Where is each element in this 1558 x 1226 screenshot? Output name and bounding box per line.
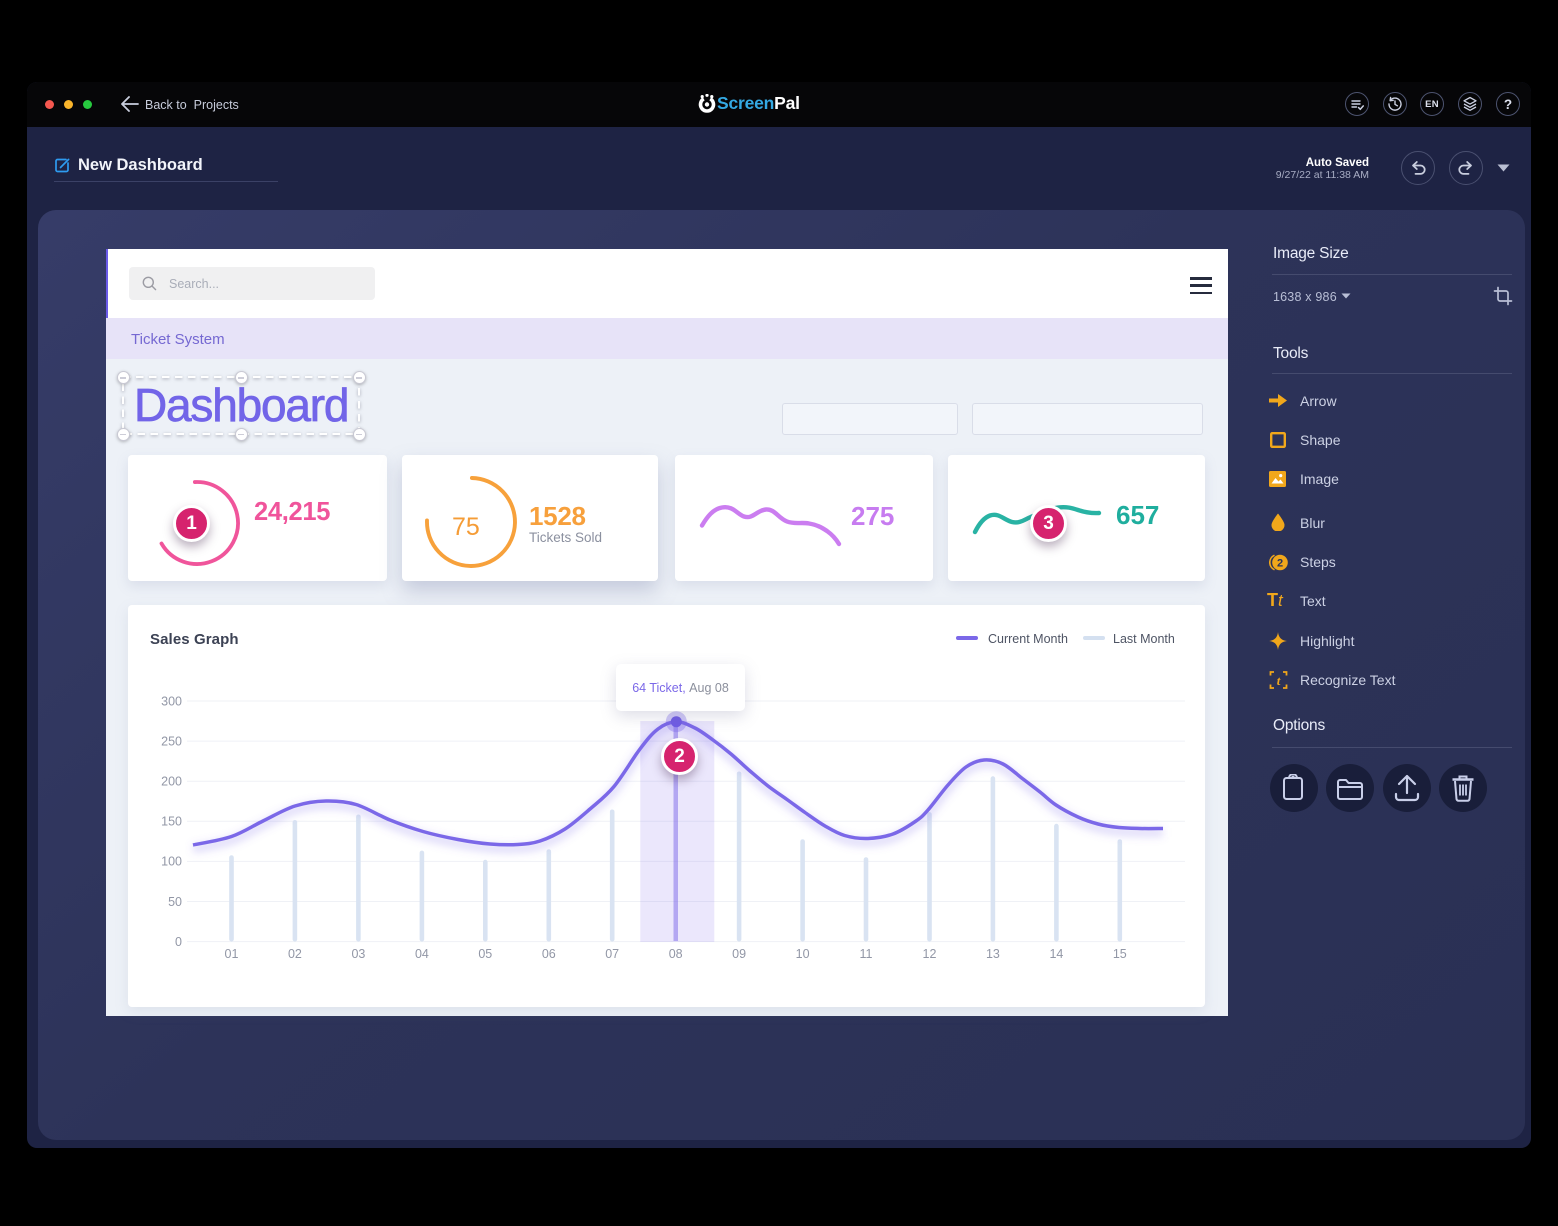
svg-text:2: 2 (1277, 557, 1283, 569)
svg-text:150: 150 (161, 815, 182, 829)
svg-text:0: 0 (175, 935, 182, 949)
svg-text:14: 14 (1049, 947, 1063, 961)
svg-text:06: 06 (542, 947, 556, 961)
svg-text:02: 02 (288, 947, 302, 961)
svg-text:09: 09 (732, 947, 746, 961)
svg-text:07: 07 (605, 947, 619, 961)
svg-text:03: 03 (351, 947, 365, 961)
svg-text:01: 01 (225, 947, 239, 961)
svg-text:08: 08 (669, 947, 683, 961)
svg-text:12: 12 (923, 947, 937, 961)
svg-text:11: 11 (860, 947, 873, 961)
svg-text:10: 10 (796, 947, 810, 961)
svg-text:250: 250 (161, 734, 182, 748)
svg-text:t: t (1277, 673, 1281, 688)
svg-text:05: 05 (478, 947, 492, 961)
svg-text:15: 15 (1113, 947, 1127, 961)
svg-text:13: 13 (986, 947, 1000, 961)
svg-text:300: 300 (161, 694, 182, 708)
svg-text:100: 100 (161, 855, 182, 869)
svg-text:04: 04 (415, 947, 429, 961)
svg-text:50: 50 (168, 895, 182, 909)
svg-text:200: 200 (161, 775, 182, 789)
